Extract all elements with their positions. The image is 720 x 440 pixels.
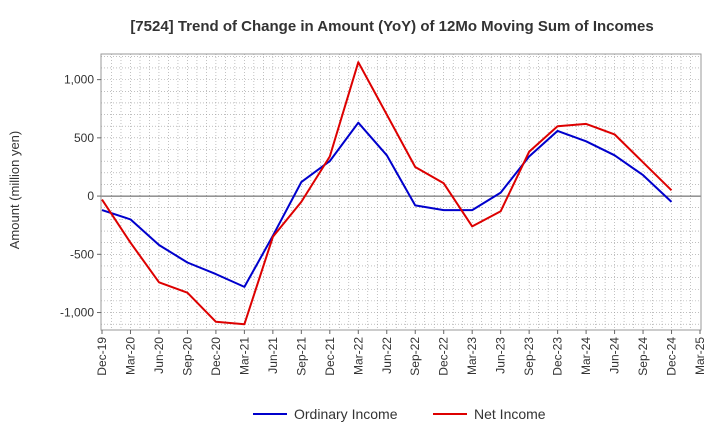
y-tick-label: -500 bbox=[70, 247, 94, 261]
legend-label: Net Income bbox=[474, 406, 546, 422]
x-tick-label: Sep-20 bbox=[180, 337, 194, 376]
x-axis: Dec-19 Mar-20 Jun-20 Sep-20 Dec-20 Mar-21 Jun-… bbox=[95, 330, 707, 376]
x-tick-label: Dec-20 bbox=[209, 337, 223, 376]
series-line-net-income bbox=[101, 61, 673, 326]
y-tick-label: 1,000 bbox=[64, 73, 94, 87]
grid bbox=[101, 54, 701, 330]
x-tick-label: Dec-24 bbox=[665, 337, 679, 376]
x-tick-label: Jun-21 bbox=[266, 337, 280, 374]
x-tick-label: Sep-24 bbox=[636, 337, 650, 376]
legend: Ordinary Income Net Income bbox=[253, 406, 546, 422]
series-line-ordinary-income bbox=[101, 121, 673, 288]
x-tick-label: Mar-21 bbox=[237, 337, 251, 375]
x-tick-label: Dec-23 bbox=[551, 337, 565, 376]
chart-title: [7524] Trend of Change in Amount (YoY) o… bbox=[130, 18, 653, 35]
x-tick-label: Sep-22 bbox=[408, 337, 422, 376]
x-tick-label: Mar-23 bbox=[465, 337, 479, 375]
x-tick-label: Dec-21 bbox=[323, 337, 337, 376]
y-axis: -1,000 -500 0 500 1,000 bbox=[60, 73, 101, 320]
legend-label: Ordinary Income bbox=[294, 406, 398, 422]
y-tick-label: 0 bbox=[87, 189, 94, 203]
x-tick-label: Sep-23 bbox=[522, 337, 536, 376]
x-tick-label: Mar-24 bbox=[579, 337, 593, 375]
y-axis-label: Amount (million yen) bbox=[7, 131, 22, 250]
series-group bbox=[101, 61, 673, 326]
plot-frame bbox=[100, 53, 702, 331]
x-tick-label: Jun-20 bbox=[152, 337, 166, 374]
x-tick-label: Jun-22 bbox=[380, 337, 394, 374]
x-tick-label: Mar-20 bbox=[123, 337, 137, 375]
x-tick-label: Jun-24 bbox=[608, 337, 622, 374]
x-tick-label: Mar-22 bbox=[351, 337, 365, 375]
y-tick-label: -1,000 bbox=[60, 306, 94, 320]
x-tick-label: Dec-22 bbox=[437, 337, 451, 376]
x-tick-label: Mar-25 bbox=[693, 337, 707, 375]
x-tick-label: Jun-23 bbox=[494, 337, 508, 374]
y-tick-label: 500 bbox=[74, 131, 94, 145]
x-tick-label: Dec-19 bbox=[95, 337, 109, 376]
x-tick-label: Sep-21 bbox=[294, 337, 308, 376]
